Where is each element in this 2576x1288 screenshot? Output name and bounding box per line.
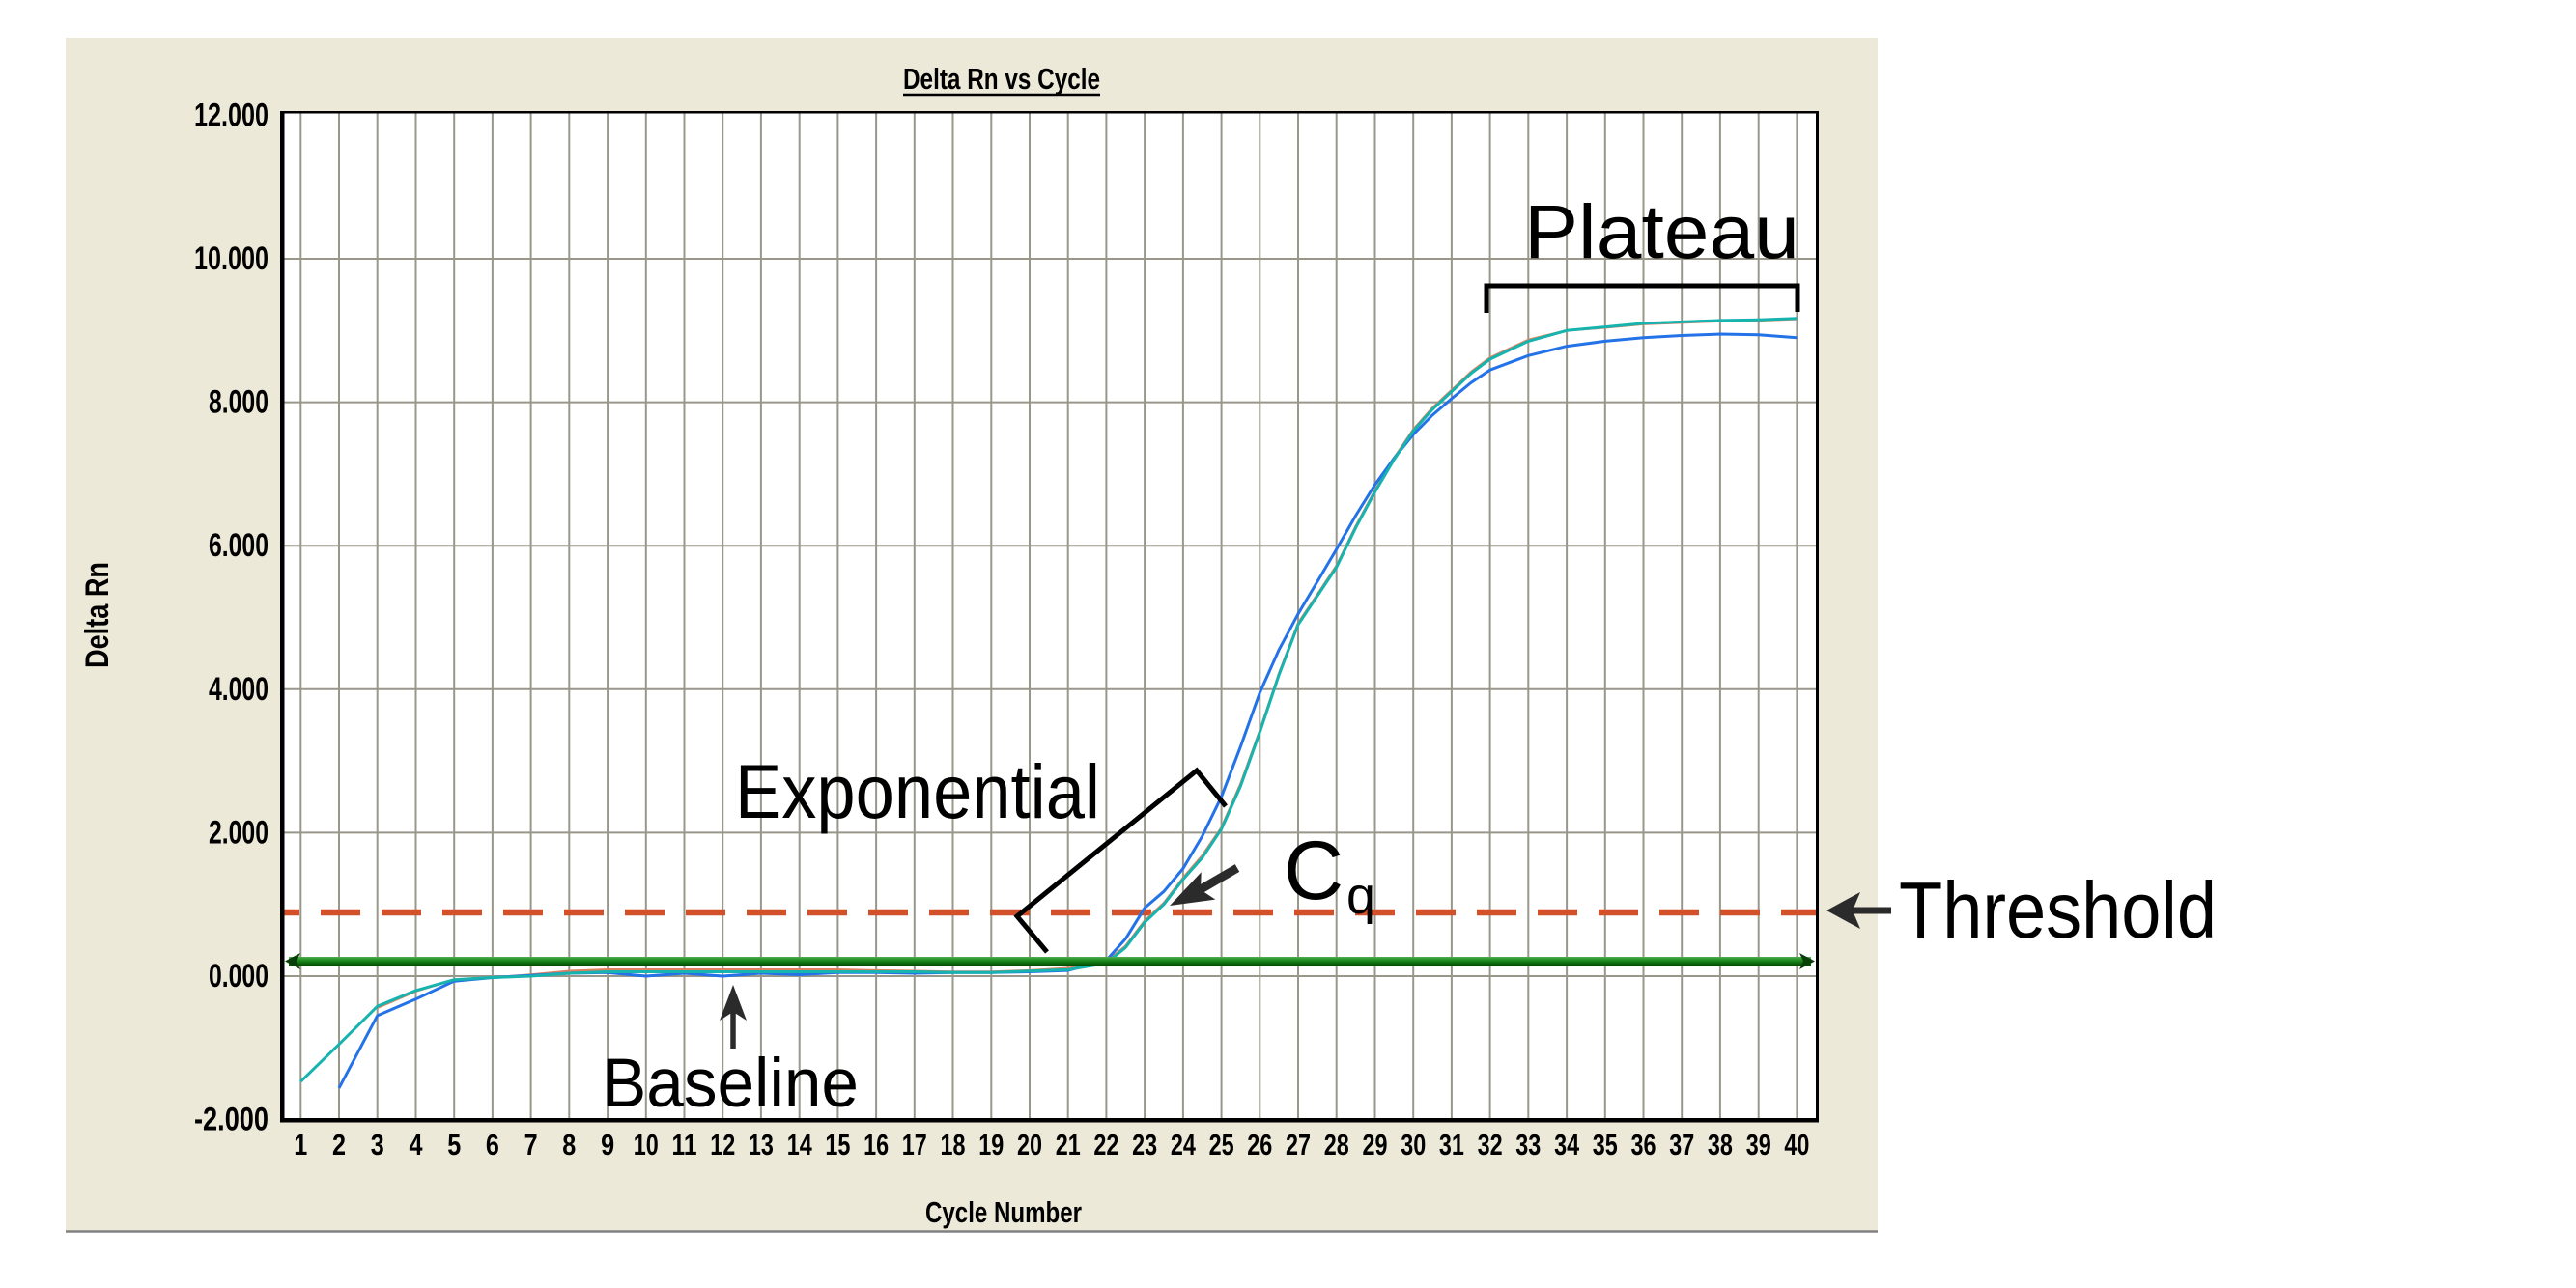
- svg-text:C: C: [1284, 825, 1344, 917]
- svg-text:Delta Rn: Delta Rn: [79, 562, 116, 668]
- svg-text:32: 32: [1478, 1128, 1503, 1162]
- svg-text:35: 35: [1593, 1128, 1618, 1162]
- svg-text:36: 36: [1631, 1128, 1656, 1162]
- svg-text:q: q: [1346, 867, 1375, 925]
- svg-text:25: 25: [1209, 1128, 1234, 1162]
- svg-text:40: 40: [1784, 1128, 1809, 1162]
- svg-text:0.000: 0.000: [209, 958, 269, 994]
- svg-text:10: 10: [634, 1128, 659, 1162]
- svg-text:27: 27: [1286, 1128, 1311, 1162]
- svg-text:23: 23: [1132, 1128, 1157, 1162]
- svg-text:21: 21: [1056, 1128, 1081, 1162]
- svg-text:3: 3: [371, 1128, 384, 1162]
- svg-text:Cycle Number: Cycle Number: [925, 1195, 1082, 1229]
- svg-text:Baseline: Baseline: [602, 1046, 859, 1122]
- svg-text:18: 18: [941, 1128, 966, 1162]
- svg-text:14: 14: [787, 1128, 813, 1162]
- svg-text:2.000: 2.000: [209, 814, 269, 851]
- svg-text:24: 24: [1171, 1128, 1197, 1162]
- svg-text:7: 7: [524, 1128, 538, 1162]
- svg-text:-2.000: -2.000: [194, 1102, 269, 1138]
- svg-text:20: 20: [1017, 1128, 1042, 1162]
- svg-text:31: 31: [1439, 1128, 1464, 1162]
- svg-text:22: 22: [1093, 1128, 1118, 1162]
- svg-text:33: 33: [1515, 1128, 1541, 1162]
- svg-text:1: 1: [294, 1128, 307, 1162]
- svg-text:26: 26: [1247, 1128, 1272, 1162]
- svg-text:9: 9: [601, 1128, 614, 1162]
- svg-text:4: 4: [410, 1128, 424, 1162]
- svg-text:16: 16: [863, 1128, 889, 1162]
- svg-text:28: 28: [1324, 1128, 1349, 1162]
- svg-text:11: 11: [672, 1128, 697, 1162]
- svg-text:12.000: 12.000: [194, 97, 269, 133]
- svg-text:13: 13: [749, 1128, 774, 1162]
- svg-text:34: 34: [1554, 1128, 1580, 1162]
- svg-text:6: 6: [486, 1128, 499, 1162]
- svg-text:Exponential: Exponential: [735, 748, 1100, 834]
- svg-text:8.000: 8.000: [209, 384, 269, 421]
- svg-text:38: 38: [1708, 1128, 1733, 1162]
- svg-text:Threshold: Threshold: [1899, 865, 2217, 955]
- svg-text:30: 30: [1401, 1128, 1426, 1162]
- svg-text:5: 5: [447, 1128, 461, 1162]
- svg-text:39: 39: [1746, 1128, 1771, 1162]
- svg-text:6.000: 6.000: [209, 527, 269, 564]
- svg-text:4.000: 4.000: [209, 671, 269, 708]
- svg-text:19: 19: [978, 1128, 1004, 1162]
- svg-text:17: 17: [902, 1128, 927, 1162]
- svg-text:15: 15: [825, 1128, 850, 1162]
- svg-text:Delta Rn vs Cycle: Delta Rn vs Cycle: [903, 62, 1100, 96]
- svg-text:10.000: 10.000: [194, 240, 269, 277]
- svg-text:37: 37: [1669, 1128, 1694, 1162]
- svg-text:12: 12: [710, 1128, 735, 1162]
- svg-text:29: 29: [1363, 1128, 1388, 1162]
- svg-text:Plateau: Plateau: [1524, 188, 1799, 274]
- svg-text:8: 8: [562, 1128, 576, 1162]
- svg-text:2: 2: [332, 1128, 346, 1162]
